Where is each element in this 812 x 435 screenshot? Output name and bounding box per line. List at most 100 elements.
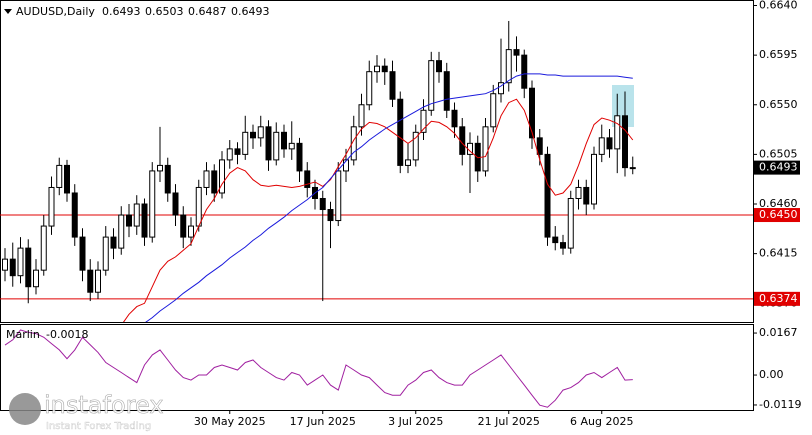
candle-body [250,131,256,139]
candle-body [56,164,63,188]
watermark-logo [9,393,41,425]
candle-body [195,186,202,227]
candle-body [622,115,628,169]
candle-body [614,115,621,150]
moving-average-line [122,98,634,322]
watermark-tagline: Instant Forex Trading [46,421,151,432]
candle-body [180,214,187,238]
candle-body [335,170,342,222]
candle-body [188,225,194,238]
indicator-name: Marlin [6,328,40,341]
candle-body [141,203,148,238]
candle-body [381,65,388,73]
candle-body [48,186,55,227]
watermark-brand: instaforex [44,391,164,419]
candle-body [219,159,225,194]
y-tick-label: 0.6640 [759,0,798,12]
x-tick-label: 30 May 2025 [194,415,266,428]
candle-body [436,60,442,73]
indicator-value: -0.0018 [46,328,88,341]
candle-body [234,148,241,155]
level-label: 0.6450 [759,208,798,221]
candle-body [164,164,171,194]
candle-body [281,131,287,150]
candle-body [505,49,512,84]
price-panel [0,20,753,322]
candle-body [133,203,140,227]
candle-body [521,54,528,89]
ohlc-close: 0.6493 [231,5,270,18]
ohlc-high: 0.6503 [145,5,184,18]
candle-body [172,192,179,216]
candle-body [87,269,94,293]
x-tick-label: 3 Jul 2025 [388,415,443,428]
candle-body [327,209,334,222]
candle-body [118,214,125,249]
candle-body [490,93,497,128]
candle-body [560,242,566,249]
candle-body [374,65,380,73]
candle-body [79,236,86,271]
candle-body [126,214,132,227]
candle-body [420,109,427,133]
candle-body [451,109,458,128]
candle-body [513,49,520,56]
y-tick-label: 0.6415 [759,247,798,260]
candle-body [319,197,326,211]
candle-body [343,159,349,172]
candle-body [366,71,373,106]
candle-body [482,126,489,172]
y-tick-label: 0.00 [759,368,784,381]
candle-body [591,153,597,205]
candle-body [2,258,8,271]
candle-body [157,164,163,172]
candle-body [443,71,450,111]
candle-body [304,170,311,188]
current-price-label: 0.6493 [759,161,798,174]
candle-body [397,98,404,166]
candle-body [296,142,303,172]
candle-body [629,167,636,170]
x-tick-label: 6 Aug 2025 [570,415,633,428]
candle-body [536,137,543,155]
candle-body [598,137,605,155]
candle-body [428,60,435,111]
candle-body [544,153,551,238]
candle-body [583,186,590,205]
candle-body [358,104,365,128]
candle-body [552,236,559,244]
watermark: instaforex Instant Forex Trading [9,391,164,432]
candle-body [71,192,78,238]
candle-body [288,142,295,150]
indicator-panel [4,329,633,408]
candle-body [498,82,504,95]
candle-body [242,131,249,155]
main-panel-frame [0,0,754,323]
candle-body [575,186,582,199]
x-tick-label: 17 Jun 2025 [290,415,356,428]
indicator-line [4,329,633,408]
y-tick-label: 0.6550 [759,98,798,111]
y-tick-label: 0.0167 [759,326,798,339]
current-price-box [754,160,800,175]
y-tick-label: 0.6595 [759,48,798,61]
candle-body [110,236,117,249]
candle-body [95,269,101,293]
candle-body [33,269,39,288]
menu-arrow [4,9,12,14]
candle-body [25,247,32,288]
candle-body [64,164,70,194]
marks: 0.6640 0.6595 0.6550 0.6505 0.6460 0.6415 0.63… [0,0,801,428]
candle-body [9,258,16,277]
candle-body [226,148,233,161]
candle-body [273,131,280,161]
candle-body [265,126,272,161]
ohlc-open: 0.6493 [102,5,141,18]
level-label-box [754,291,800,306]
chart-title: AUDUSD,Daily [16,5,95,18]
x-tick-label: 21 Jul 2025 [478,415,540,428]
indicator-panel-frame [0,324,754,411]
candle-body [257,126,264,139]
candle-body [211,170,218,194]
candle-body [350,126,357,161]
